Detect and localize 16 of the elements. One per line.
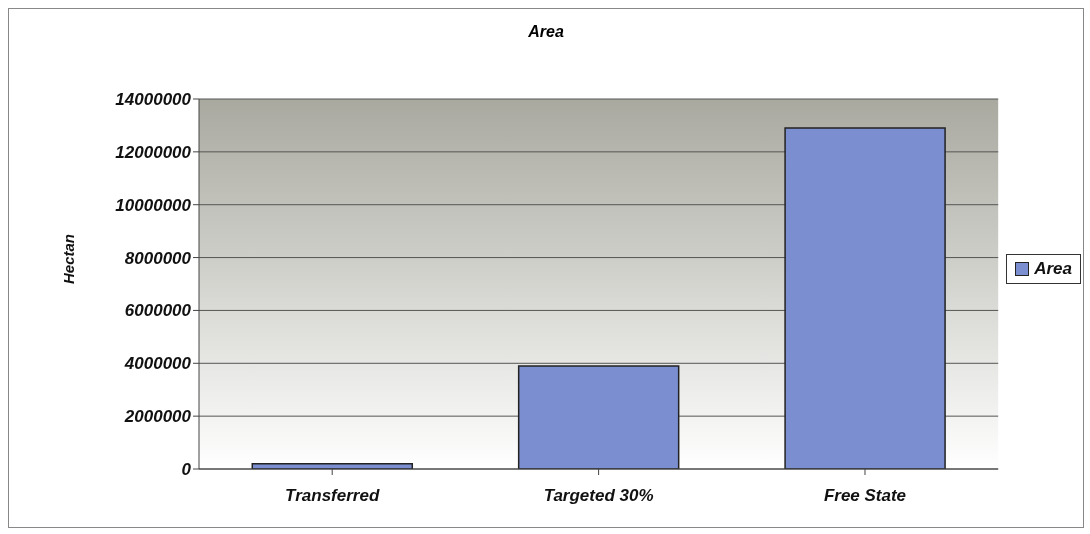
y-tick-label: 10000000	[115, 195, 192, 215]
x-tick-label: Transferred	[285, 486, 380, 506]
bar	[784, 127, 946, 469]
y-axis-title: Hectan	[60, 233, 78, 284]
y-tick-label: 0	[181, 460, 192, 480]
y-tick-label: 4000000	[123, 354, 192, 374]
chart-title: Area	[527, 23, 565, 41]
bar	[517, 365, 680, 469]
y-tick-label: 12000000	[115, 142, 192, 162]
x-tick-label: Free State	[823, 486, 907, 506]
y-tick-label: 6000000	[124, 301, 192, 321]
y-tick-label: 8000000	[124, 248, 192, 268]
y-tick-label: 14000000	[115, 90, 192, 110]
legend-label: Area	[1034, 259, 1072, 279]
y-tick-label: 2000000	[123, 407, 192, 427]
x-tick-label: Targeted 30%	[543, 486, 654, 506]
